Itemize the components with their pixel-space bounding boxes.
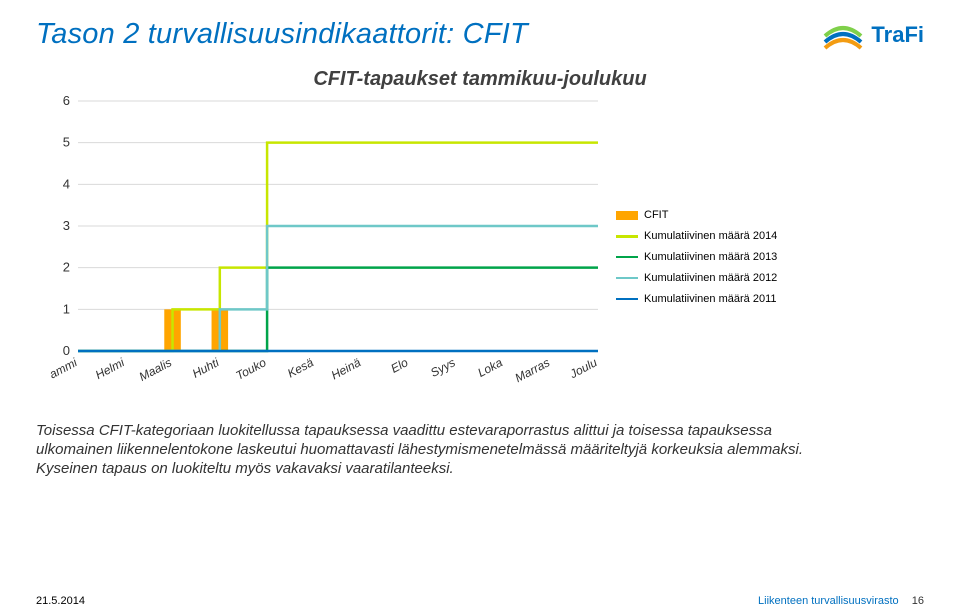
legend-line: [616, 277, 638, 280]
legend-swatch: [616, 211, 638, 220]
svg-text:3: 3: [63, 218, 70, 233]
svg-text:Heinä: Heinä: [329, 355, 364, 382]
footer-org: Liikenteen turvallisuusvirasto: [758, 595, 899, 607]
svg-text:2: 2: [63, 260, 70, 275]
legend-label: CFIT: [644, 205, 668, 226]
legend-label: Kumulatiivinen määrä 2011: [644, 289, 776, 310]
svg-text:Touko: Touko: [233, 355, 268, 383]
chart-legend: CFITKumulatiivinen määrä 2014Kumulatiivi…: [616, 205, 777, 309]
legend-label: Kumulatiivinen määrä 2014: [644, 226, 777, 247]
footer-page-number: 16: [912, 595, 924, 607]
legend-label: Kumulatiivinen määrä 2013: [644, 247, 777, 268]
svg-text:Joulu: Joulu: [567, 355, 600, 381]
chart-title: CFIT-tapaukset tammikuu-joulukuu: [36, 68, 924, 91]
svg-text:Maalis: Maalis: [137, 355, 174, 384]
legend-item: Kumulatiivinen määrä 2012: [616, 268, 777, 289]
svg-text:4: 4: [63, 176, 70, 191]
svg-text:Huhti: Huhti: [190, 355, 222, 381]
svg-text:Tammi: Tammi: [50, 355, 80, 384]
trafi-logo: TraFi: [823, 18, 924, 52]
svg-text:1: 1: [63, 301, 70, 316]
cfit-chart: 0 1 2 3 4 5 6 Tammi Helmi Maalis Huhti Touko Kesä Hei…: [50, 95, 924, 415]
chart-description: Toisessa CFIT-kategoriaan luokitellussa …: [36, 421, 826, 479]
svg-text:Loka: Loka: [475, 355, 505, 380]
svg-text:Kesä: Kesä: [285, 355, 316, 380]
legend-line: [616, 298, 638, 301]
svg-text:6: 6: [63, 95, 70, 108]
legend-line: [616, 256, 638, 259]
svg-text:Syys: Syys: [428, 355, 458, 380]
svg-text:Marras: Marras: [513, 355, 553, 385]
svg-text:Elo: Elo: [388, 355, 410, 376]
legend-item: CFIT: [616, 205, 777, 226]
legend-item: Kumulatiivinen määrä 2014: [616, 226, 777, 247]
svg-text:Helmi: Helmi: [93, 355, 127, 382]
legend-line: [616, 235, 638, 238]
legend-item: Kumulatiivinen määrä 2011: [616, 289, 777, 310]
footer-date: 21.5.2014: [36, 595, 85, 607]
page-title: Tason 2 turvallisuusindikaattorit: CFIT: [36, 18, 528, 51]
trafi-logo-mark: [823, 18, 863, 52]
svg-text:0: 0: [63, 343, 70, 358]
svg-text:5: 5: [63, 135, 70, 150]
legend-label: Kumulatiivinen määrä 2012: [644, 268, 777, 289]
footer: 21.5.2014 Liikenteen turvallisuusvirasto…: [36, 595, 924, 607]
legend-item: Kumulatiivinen määrä 2013: [616, 247, 777, 268]
trafi-logo-text: TraFi: [871, 22, 924, 48]
